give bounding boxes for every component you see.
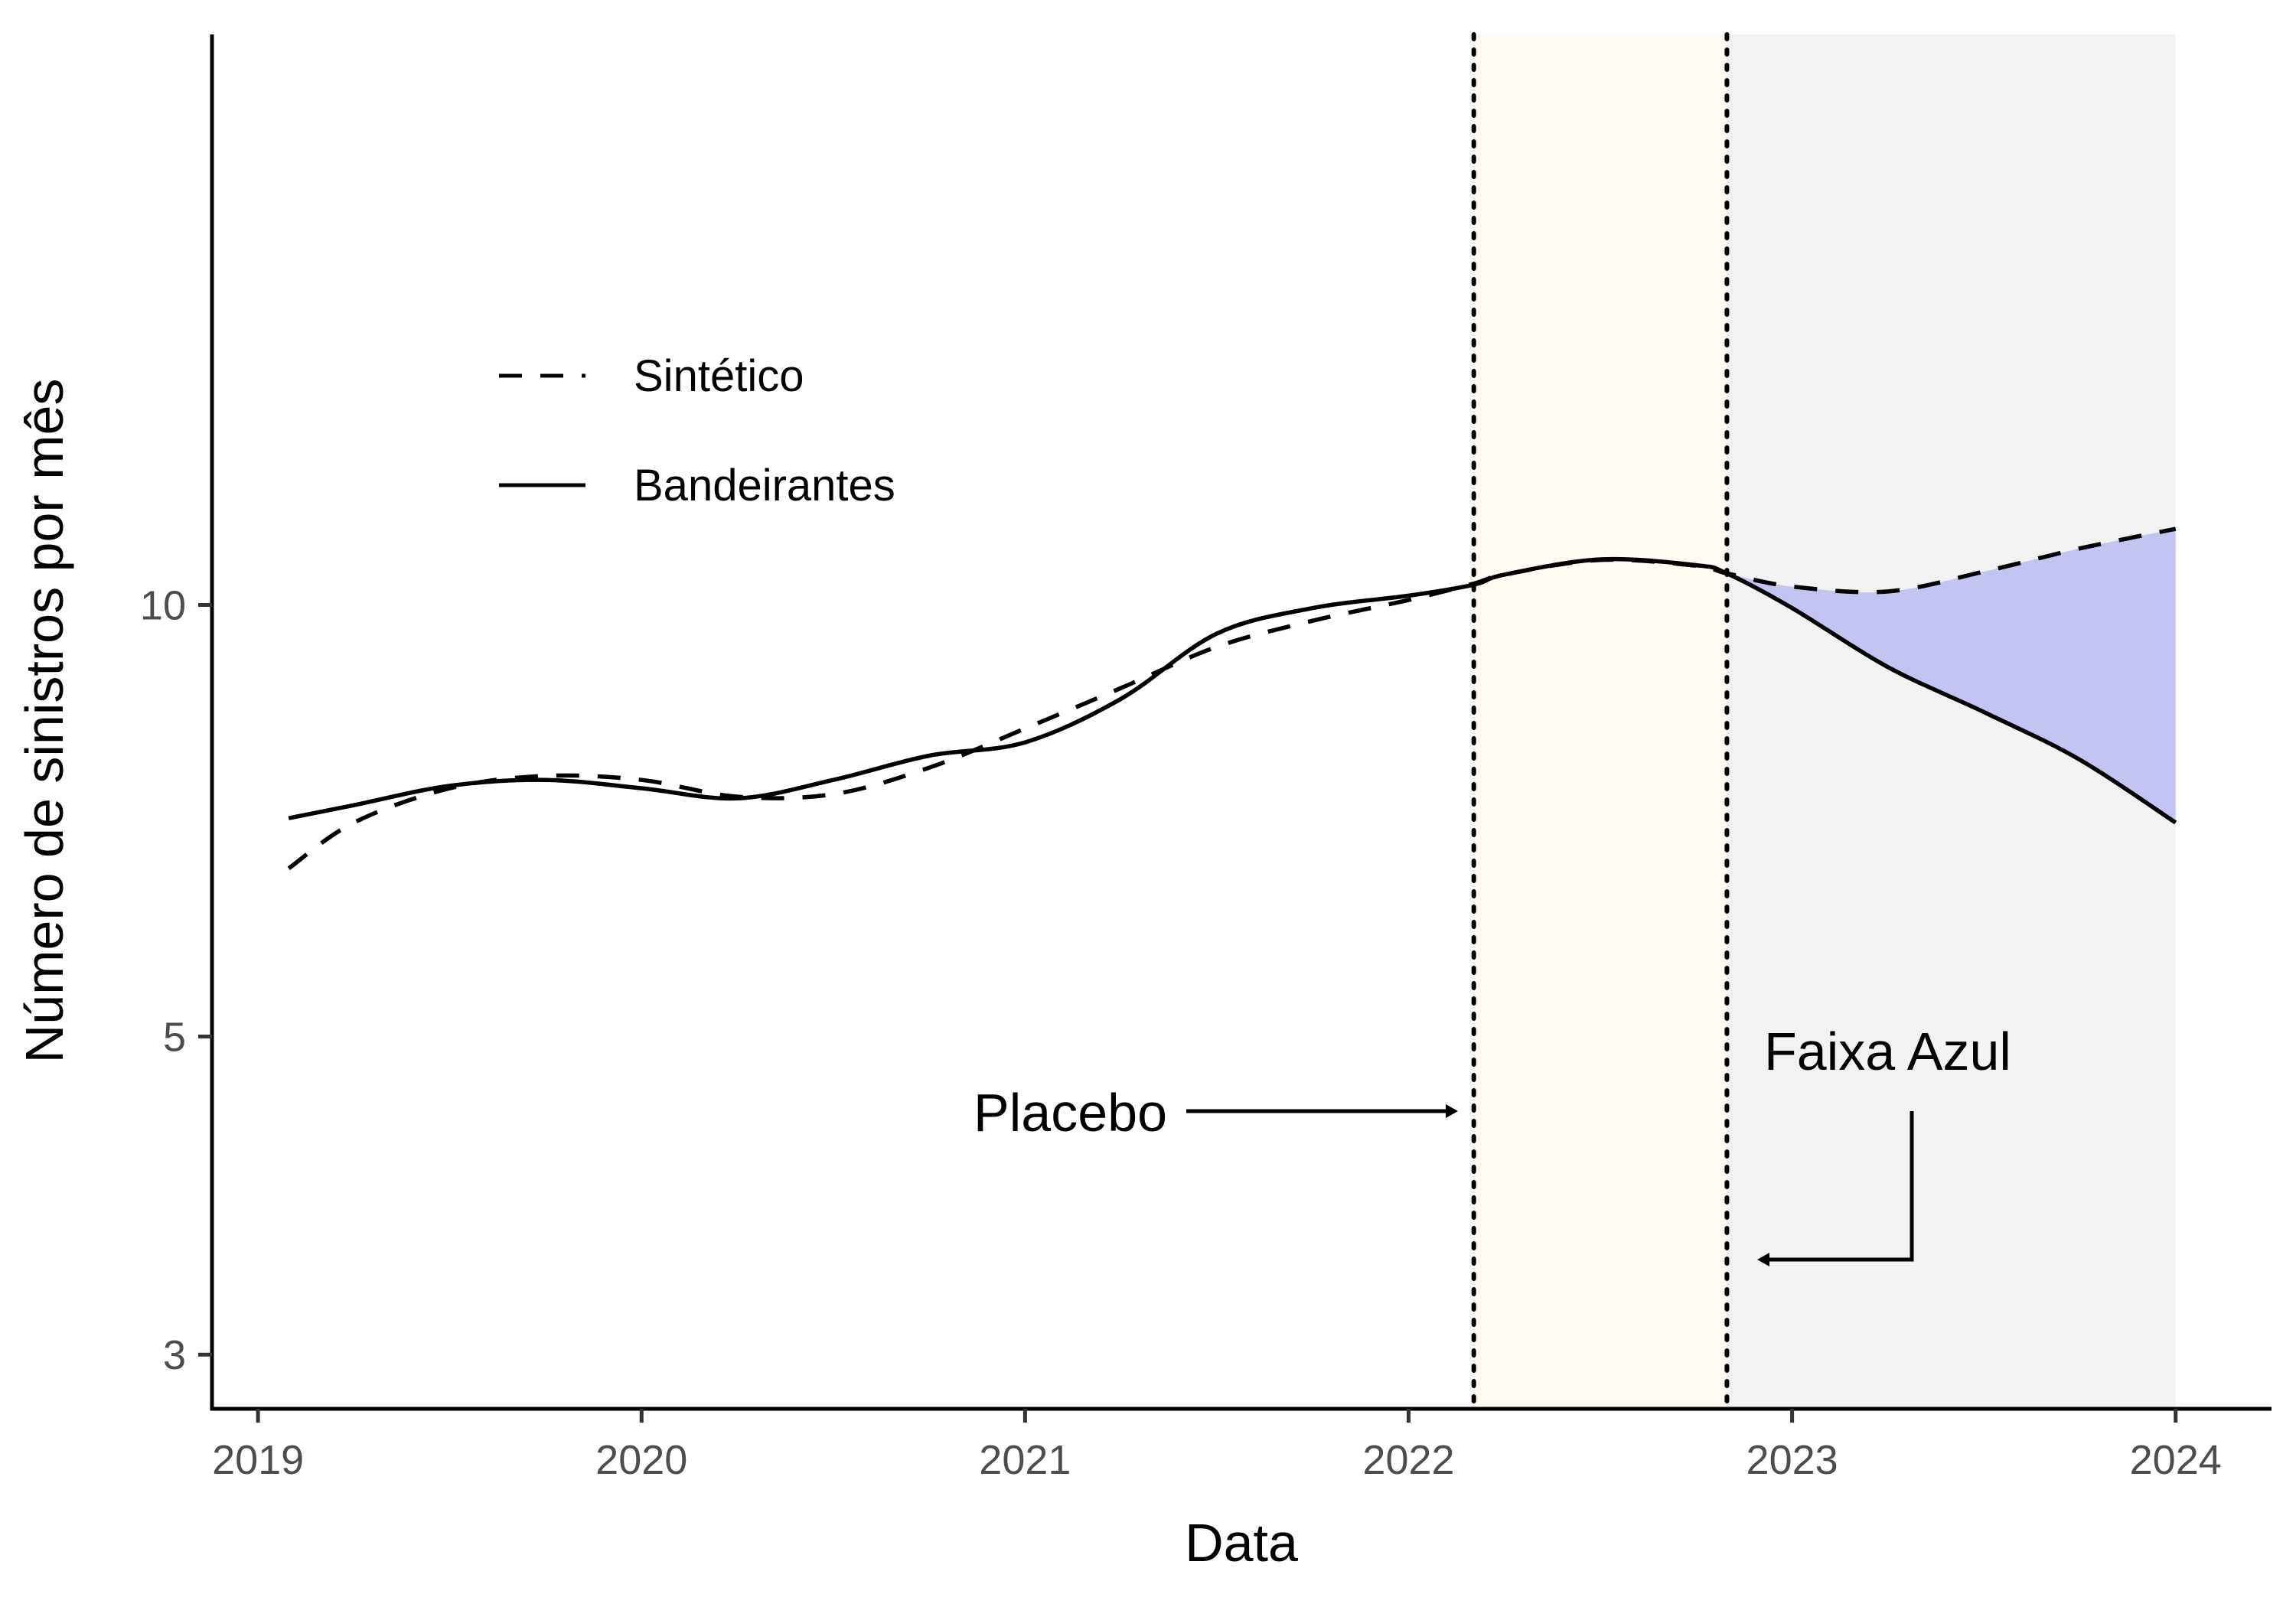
annotations: Placebo Faixa Azul (974, 1022, 2011, 1266)
y-axis-ticks: 3 5 10 (140, 583, 212, 1378)
x-tick-label: 2022 (1362, 1437, 1454, 1483)
axes (210, 34, 2272, 1411)
faixa-azul-arrow-head (1757, 1253, 1769, 1266)
x-axis-ticks: 2019 2020 2021 2022 2023 2024 (212, 1409, 2222, 1483)
y-tick-label: 10 (140, 583, 186, 629)
x-tick-label: 2024 (2130, 1437, 2222, 1483)
series-line-bandeirantes (288, 556, 2177, 825)
annotation-faixa-azul: Faixa Azul (1764, 1022, 2011, 1081)
placebo-period-band (1473, 34, 1727, 1409)
placebo-arrow-head (1446, 1104, 1458, 1118)
y-tick-label: 3 (163, 1332, 186, 1378)
x-tick-label: 2019 (212, 1437, 304, 1483)
series-line-sintetico (287, 526, 2177, 871)
series-lines (287, 526, 2177, 871)
x-tick-label: 2023 (1746, 1437, 1838, 1483)
x-tick-label: 2021 (979, 1437, 1071, 1483)
intervention-lines (1471, 32, 1730, 1411)
y-axis-title: Número de sinistros por mês (15, 379, 74, 1064)
y-tick-label: 5 (163, 1015, 186, 1061)
faixa-azul-arrow-shaft (1769, 1111, 1914, 1262)
x-tick-label: 2020 (595, 1437, 687, 1483)
legend-label-sintetico: Sintético (634, 351, 804, 401)
annotation-placebo: Placebo (974, 1083, 1167, 1143)
x-axis-title: Data (1185, 1513, 1298, 1573)
legend: Sintético Bandeirantes (499, 351, 895, 510)
legend-label-bandeirantes: Bandeirantes (634, 461, 895, 510)
